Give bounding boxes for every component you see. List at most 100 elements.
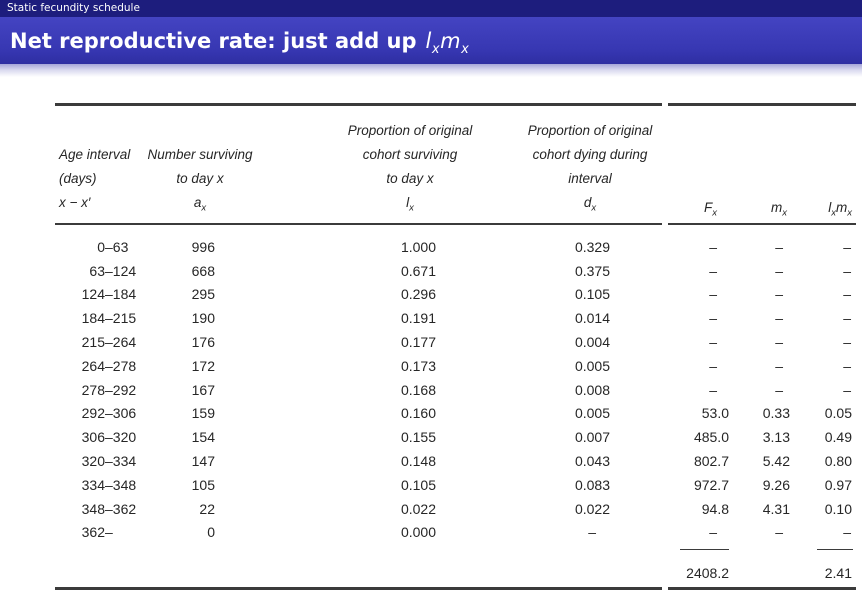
table-row: 485.0 3.13 0.49 <box>668 425 856 449</box>
table-row: 184–215 190 0.191 0.014 <box>55 306 662 330</box>
fecundity-table-section: Fx mx lxmx – – – – – – – – <box>668 103 856 590</box>
cell-lxmx: 0.05 <box>824 405 852 422</box>
survivorship-table-section: Age interval (days) x − x′ Number surviv… <box>55 103 662 590</box>
cell-dx: 0.005 <box>574 405 610 422</box>
cell-lx: 0.022 <box>400 500 436 517</box>
cell-age-interval: 362– <box>81 524 113 541</box>
symbol-x-xprime: x − x′ <box>59 195 91 210</box>
cell-Fx: 802.7 <box>693 453 729 470</box>
cell-age-interval: 63–124 <box>89 262 137 279</box>
cell-lxmx: – <box>843 238 851 255</box>
frame-title: Net reproductive rate: just add up <box>10 28 417 53</box>
cell-dx: 0.105 <box>574 286 610 303</box>
table-row: 802.7 5.42 0.80 <box>668 449 856 473</box>
title-shadow-gradient <box>0 64 862 77</box>
cell-ax: 167 <box>191 381 215 398</box>
cell-lx: 0.105 <box>400 476 436 493</box>
cell-mx: 5.42 <box>762 453 790 470</box>
fecundity-table-header: Fx mx lxmx <box>668 106 856 223</box>
section-header-bar: Static fecundity schedule <box>0 0 862 17</box>
sum-rule-Fx <box>680 549 729 551</box>
symbol-Fx: Fx <box>704 200 717 219</box>
symbol-mx: mx <box>771 200 787 219</box>
table-row: 306–320 154 0.155 0.007 <box>55 425 662 449</box>
cell-ax: 668 <box>191 262 215 279</box>
cell-lx: 0.173 <box>400 357 436 374</box>
cell-age-interval: 215–264 <box>81 334 137 351</box>
cell-age-interval: 292–306 <box>81 405 137 422</box>
table-row: – – – <box>668 235 856 259</box>
cell-ax: 154 <box>191 429 215 446</box>
cell-dx: 0.043 <box>574 453 610 470</box>
cell-dx: 0.005 <box>574 357 610 374</box>
cell-Fx: – <box>709 381 717 398</box>
cell-lx: 0.000 <box>400 524 436 541</box>
cell-dx: 0.083 <box>574 476 610 493</box>
cell-mx: 9.26 <box>762 476 790 493</box>
cell-ax: 159 <box>191 405 215 422</box>
cell-lx: 1.000 <box>400 238 436 255</box>
cell-lxmx: 0.97 <box>824 476 852 493</box>
cell-ax: 996 <box>191 238 215 255</box>
table-row: – – – <box>668 521 856 545</box>
cell-dx: 0.014 <box>574 310 610 327</box>
cell-Fx: – <box>709 310 717 327</box>
table-row: 63–124 668 0.671 0.375 <box>55 259 662 283</box>
column-header-number-surviving: Number surviving to day x ax <box>120 143 280 215</box>
cell-lxmx: 0.10 <box>824 500 852 517</box>
cell-dx: 0.008 <box>574 381 610 398</box>
cell-age-interval: 0–63 <box>97 238 129 255</box>
cell-lx: 0.168 <box>400 381 436 398</box>
cell-age-interval: 184–215 <box>81 310 137 327</box>
cell-ax: 190 <box>191 310 215 327</box>
cell-mx: – <box>775 262 783 279</box>
cell-lxmx: – <box>843 334 851 351</box>
cell-age-interval: 278–292 <box>81 381 137 398</box>
cell-mx: – <box>775 381 783 398</box>
cell-lx: 0.671 <box>400 262 436 279</box>
cell-lx: 0.177 <box>400 334 436 351</box>
cell-lxmx: – <box>843 310 851 327</box>
cell-lx: 0.191 <box>400 310 436 327</box>
cell-lxmx: 0.49 <box>824 429 852 446</box>
table-row: 215–264 176 0.177 0.004 <box>55 330 662 354</box>
fecundity-table-body: – – – – – – – – – – – – – – <box>668 225 856 544</box>
cell-ax: 147 <box>191 453 215 470</box>
sum-rule-lxmx <box>817 549 853 551</box>
cell-Fx: 485.0 <box>693 429 729 446</box>
cell-age-interval: 124–184 <box>81 286 137 303</box>
cell-mx: – <box>775 357 783 374</box>
cell-lxmx: – <box>843 357 851 374</box>
cell-age-interval: 264–278 <box>81 357 137 374</box>
cell-lxmx: – <box>843 524 851 541</box>
cell-Fx: 94.8 <box>701 500 729 517</box>
cell-lx: 0.160 <box>400 405 436 422</box>
table-row: 124–184 295 0.296 0.105 <box>55 283 662 307</box>
section-label: Static fecundity schedule <box>7 2 140 14</box>
cell-Fx: – <box>709 357 717 374</box>
cell-lx: 0.296 <box>400 286 436 303</box>
cell-Fx: – <box>709 262 717 279</box>
cell-mx: – <box>775 310 783 327</box>
frame-title-bar: Net reproductive rate: just add up lxmx <box>0 17 862 64</box>
total-lxmx: 2.41 <box>824 564 852 581</box>
cell-mx: 3.13 <box>762 429 790 446</box>
column-header-proportion-dying: Proportion of original cohort dying duri… <box>490 119 690 215</box>
table-row: – – – <box>668 354 856 378</box>
table-row: 972.7 9.26 0.97 <box>668 473 856 497</box>
cell-age-interval: 348–362 <box>81 500 137 517</box>
table-row: 320–334 147 0.148 0.043 <box>55 449 662 473</box>
symbol-ax: ax <box>193 195 207 214</box>
cell-age-interval: 320–334 <box>81 453 137 470</box>
cell-mx: – <box>775 524 783 541</box>
symbol-dx: dx <box>583 195 597 214</box>
cell-Fx: – <box>709 524 717 541</box>
cell-lx: 0.155 <box>400 429 436 446</box>
cell-mx: – <box>775 286 783 303</box>
table-row: 278–292 167 0.168 0.008 <box>55 378 662 402</box>
cell-Fx: 53.0 <box>701 405 729 422</box>
cell-mx: 4.31 <box>762 500 790 517</box>
survivorship-table-body: 0–63 996 1.000 0.329 63–124 668 0.671 0.… <box>55 225 662 544</box>
header-rule <box>668 223 856 225</box>
